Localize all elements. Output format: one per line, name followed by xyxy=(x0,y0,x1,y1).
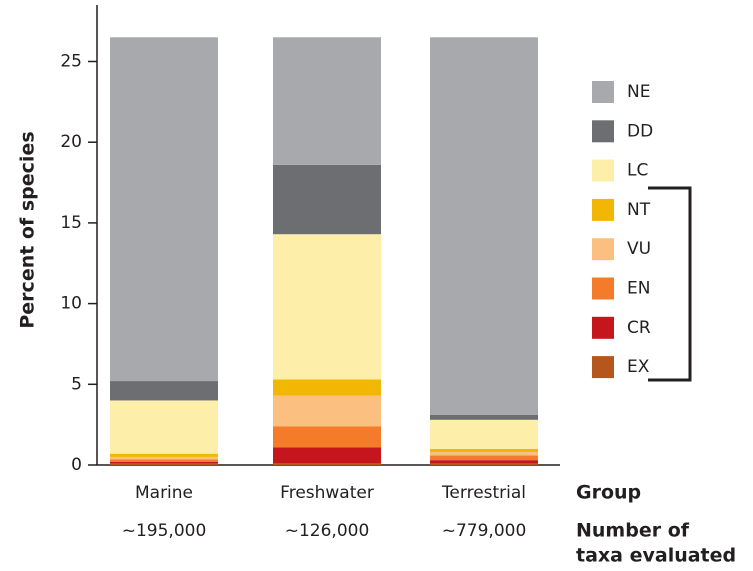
bar-segment xyxy=(110,459,218,462)
legend-label: DD xyxy=(627,121,653,141)
bar-segment xyxy=(273,164,381,235)
y-tick-label: 0 xyxy=(71,455,82,475)
legend-label: VU xyxy=(627,239,651,259)
count-title: Number of xyxy=(576,520,690,542)
bar-segment xyxy=(273,447,381,464)
count-title: taxa evaluated xyxy=(576,545,736,567)
bar-segment xyxy=(273,463,381,465)
x-tick-label: Terrestrial xyxy=(441,483,526,503)
bar-segment xyxy=(430,37,538,415)
legend-label: NT xyxy=(627,200,651,220)
bar-segment xyxy=(430,460,538,464)
y-tick-label: 5 xyxy=(71,374,82,394)
bar-segment xyxy=(430,452,538,456)
legend-label: LC xyxy=(627,161,648,181)
bar-segment xyxy=(430,414,538,420)
bar-segment xyxy=(430,463,538,465)
bar-segment xyxy=(273,395,381,427)
bar-segment xyxy=(110,37,218,382)
legend-swatch xyxy=(592,159,614,182)
legend-swatch xyxy=(592,356,614,379)
legend-swatch xyxy=(592,120,614,143)
y-tick-label: 15 xyxy=(60,213,82,233)
bar-segment xyxy=(430,419,538,449)
legend-swatch xyxy=(592,238,614,261)
count-label: ~779,000 xyxy=(442,521,527,541)
legend-label: EN xyxy=(627,279,650,299)
count-label: ~126,000 xyxy=(285,521,370,541)
legend-label: EX xyxy=(627,357,650,377)
bar-segment xyxy=(110,463,218,465)
bar-segment xyxy=(110,461,218,464)
bar-segment xyxy=(110,456,218,460)
legend-label: NE xyxy=(627,82,650,102)
bar-segment xyxy=(110,453,218,457)
bar-segment xyxy=(273,37,381,165)
bar-segment xyxy=(273,426,381,448)
bar-segment xyxy=(110,400,218,454)
y-tick-label: 10 xyxy=(60,294,82,314)
bar-segment xyxy=(273,379,381,396)
bar-segment xyxy=(273,234,381,380)
bar-segment xyxy=(110,381,218,401)
y-axis-title: Percent of species xyxy=(17,131,39,328)
legend-swatch xyxy=(592,198,614,221)
threatened-bracket xyxy=(648,186,692,382)
bar-segment xyxy=(430,448,538,453)
legend-swatch xyxy=(592,81,614,103)
y-tick-label: 25 xyxy=(60,51,82,71)
x-tick-label: Freshwater xyxy=(280,483,374,503)
x-tick-label: Marine xyxy=(135,483,193,503)
count-label: ~195,000 xyxy=(122,521,207,541)
bar-segment xyxy=(430,455,538,461)
x-axis-title: Group xyxy=(576,482,641,504)
y-tick-label: 20 xyxy=(60,132,82,152)
legend-swatch xyxy=(592,316,614,339)
legend-swatch xyxy=(592,277,614,300)
legend-label: CR xyxy=(627,318,651,338)
